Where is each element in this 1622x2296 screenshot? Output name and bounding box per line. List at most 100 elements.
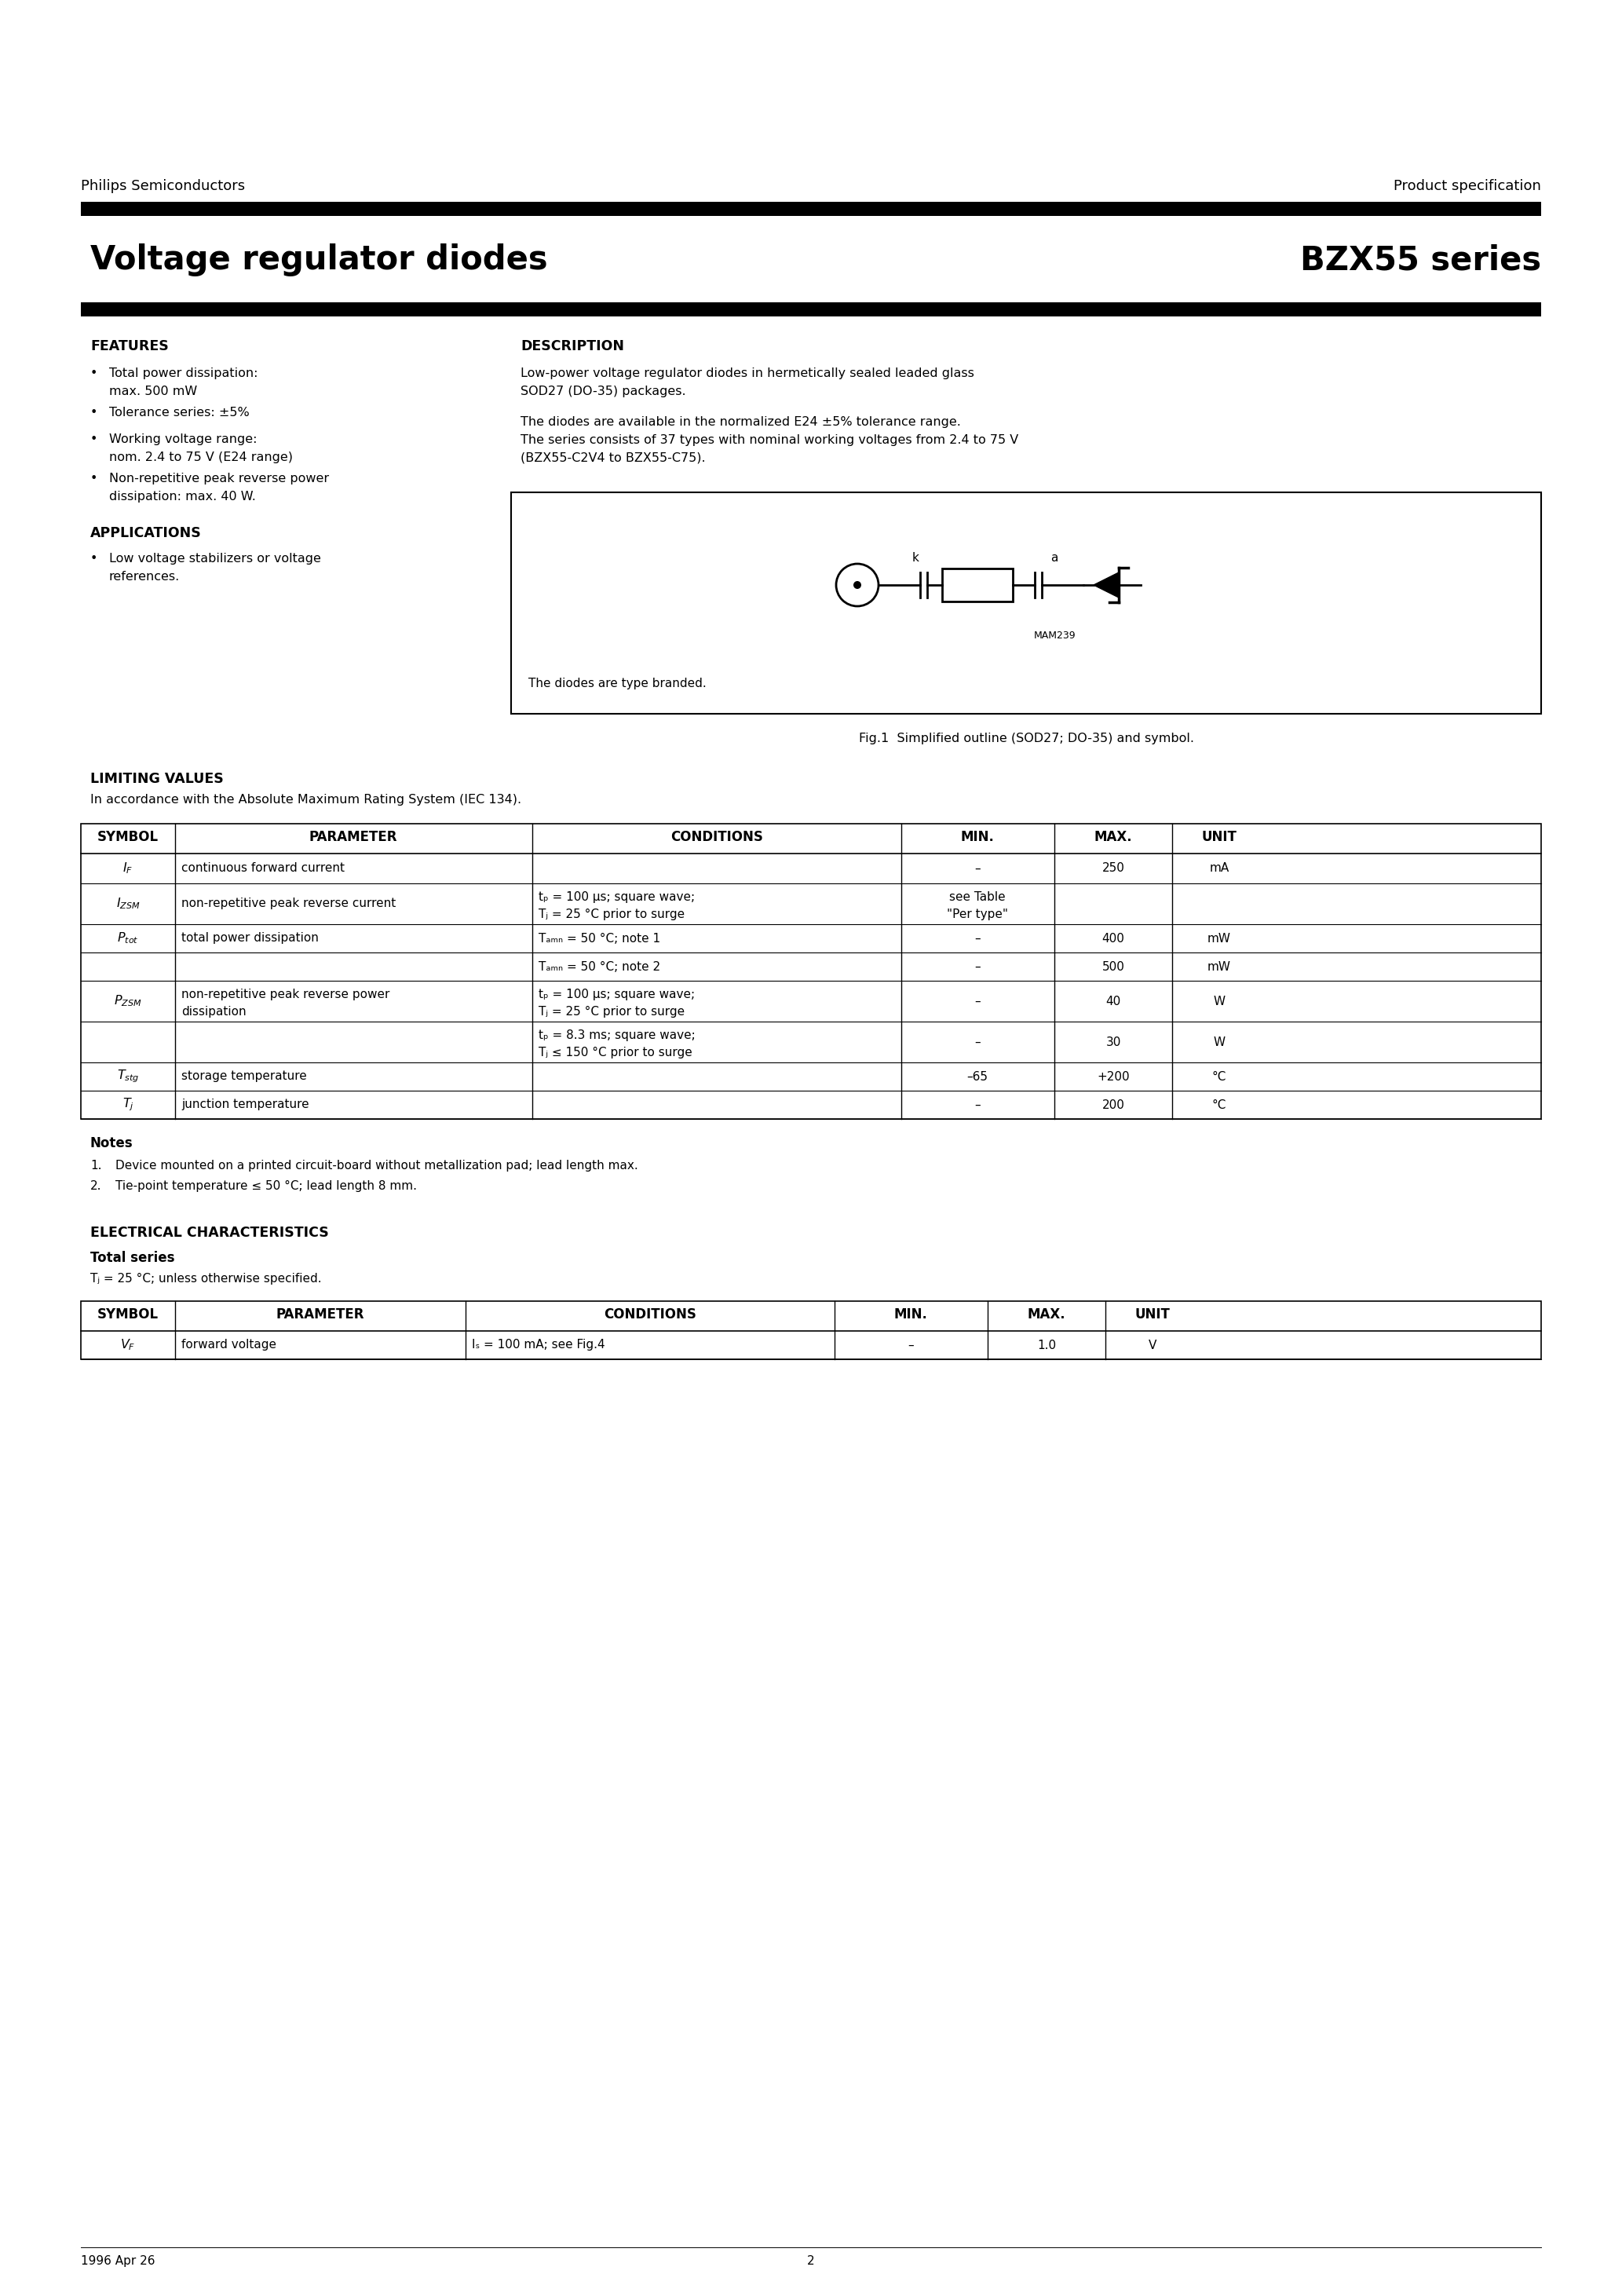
- Text: °C: °C: [1212, 1100, 1226, 1111]
- Text: total power dissipation: total power dissipation: [182, 932, 318, 944]
- Text: $T_{stg}$: $T_{stg}$: [117, 1068, 139, 1084]
- Text: •: •: [91, 553, 97, 565]
- Text: 2: 2: [808, 2255, 814, 2266]
- Text: Low-power voltage regulator diodes in hermetically sealed leaded glass: Low-power voltage regulator diodes in he…: [521, 367, 975, 379]
- Text: Product specification: Product specification: [1393, 179, 1541, 193]
- Text: •: •: [91, 406, 97, 418]
- Text: In accordance with the Absolute Maximum Rating System (IEC 134).: In accordance with the Absolute Maximum …: [91, 794, 521, 806]
- Text: 30: 30: [1106, 1035, 1121, 1047]
- Text: –: –: [975, 1035, 980, 1047]
- Text: mW: mW: [1207, 960, 1231, 974]
- Text: 1.0: 1.0: [1036, 1339, 1056, 1350]
- Text: a: a: [1051, 551, 1058, 565]
- Text: Iₛ = 100 mA; see Fig.4: Iₛ = 100 mA; see Fig.4: [472, 1339, 605, 1350]
- Text: •: •: [91, 367, 97, 379]
- Text: BZX55 series: BZX55 series: [1299, 243, 1541, 276]
- Text: MAX.: MAX.: [1095, 829, 1132, 845]
- Text: FEATURES: FEATURES: [91, 340, 169, 354]
- Text: Tie-point temperature ≤ 50 °C; lead length 8 mm.: Tie-point temperature ≤ 50 °C; lead leng…: [115, 1180, 417, 1192]
- Text: W: W: [1213, 994, 1225, 1008]
- Text: Tⱼ ≤ 150 °C prior to surge: Tⱼ ≤ 150 °C prior to surge: [539, 1047, 693, 1058]
- Text: tₚ = 100 μs; square wave;: tₚ = 100 μs; square wave;: [539, 891, 694, 902]
- Text: ELECTRICAL CHARACTERISTICS: ELECTRICAL CHARACTERISTICS: [91, 1226, 329, 1240]
- Text: dissipation: dissipation: [182, 1006, 247, 1017]
- Bar: [942, 569, 1012, 602]
- Text: SYMBOL: SYMBOL: [97, 1306, 159, 1322]
- Text: forward voltage: forward voltage: [182, 1339, 276, 1350]
- Text: APPLICATIONS: APPLICATIONS: [91, 526, 201, 540]
- Text: CONDITIONS: CONDITIONS: [603, 1306, 696, 1322]
- Text: non-repetitive peak reverse current: non-repetitive peak reverse current: [182, 898, 396, 909]
- Text: W: W: [1213, 1035, 1225, 1047]
- Text: 500: 500: [1101, 960, 1124, 974]
- Text: tₚ = 8.3 ms; square wave;: tₚ = 8.3 ms; square wave;: [539, 1029, 696, 1040]
- Text: MAX.: MAX.: [1027, 1306, 1066, 1322]
- Text: $P_{tot}$: $P_{tot}$: [117, 930, 139, 946]
- Text: continuous forward current: continuous forward current: [182, 863, 344, 875]
- Circle shape: [853, 581, 861, 588]
- Text: $P_{ZSM}$: $P_{ZSM}$: [114, 994, 143, 1008]
- Text: non-repetitive peak reverse power: non-repetitive peak reverse power: [182, 990, 389, 1001]
- Text: k: k: [912, 551, 920, 565]
- Text: DESCRIPTION: DESCRIPTION: [521, 340, 624, 354]
- Text: •: •: [91, 473, 97, 484]
- Text: storage temperature: storage temperature: [182, 1070, 307, 1081]
- Text: PARAMETER: PARAMETER: [310, 829, 397, 845]
- Text: Tⱼ = 25 °C; unless otherwise specified.: Tⱼ = 25 °C; unless otherwise specified.: [91, 1272, 321, 1286]
- Text: Philips Semiconductors: Philips Semiconductors: [81, 179, 245, 193]
- Text: PARAMETER: PARAMETER: [276, 1306, 365, 1322]
- Text: V: V: [1148, 1339, 1156, 1350]
- Text: 400: 400: [1101, 932, 1124, 944]
- Text: +200: +200: [1096, 1070, 1129, 1081]
- Text: SYMBOL: SYMBOL: [97, 829, 159, 845]
- Text: Tolerance series: ±5%: Tolerance series: ±5%: [109, 406, 250, 418]
- Text: mA: mA: [1210, 863, 1229, 875]
- Text: Fig.1  Simplified outline (SOD27; DO-35) and symbol.: Fig.1 Simplified outline (SOD27; DO-35) …: [858, 732, 1194, 744]
- Text: LIMITING VALUES: LIMITING VALUES: [91, 771, 224, 785]
- Text: tₚ = 100 μs; square wave;: tₚ = 100 μs; square wave;: [539, 990, 694, 1001]
- Text: Total series: Total series: [91, 1251, 175, 1265]
- Text: The diodes are type branded.: The diodes are type branded.: [529, 677, 707, 689]
- Text: (BZX55-C2V4 to BZX55-C75).: (BZX55-C2V4 to BZX55-C75).: [521, 452, 706, 464]
- Text: Tₐₘₙ = 50 °C; note 1: Tₐₘₙ = 50 °C; note 1: [539, 932, 660, 944]
- Bar: [81, 303, 1541, 317]
- Bar: [81, 824, 1541, 1118]
- Text: UNIT: UNIT: [1135, 1306, 1169, 1322]
- Text: nom. 2.4 to 75 V (E24 range): nom. 2.4 to 75 V (E24 range): [109, 452, 294, 464]
- Polygon shape: [1093, 572, 1119, 597]
- Text: "Per type": "Per type": [947, 909, 1007, 921]
- Text: –: –: [908, 1339, 913, 1350]
- Text: Notes: Notes: [91, 1137, 133, 1150]
- Text: Voltage regulator diodes: Voltage regulator diodes: [91, 243, 548, 276]
- Text: –65: –65: [967, 1070, 988, 1081]
- Text: •: •: [91, 434, 97, 445]
- Text: $T_j$: $T_j$: [122, 1097, 133, 1114]
- Text: –: –: [975, 960, 980, 974]
- Text: °C: °C: [1212, 1070, 1226, 1081]
- Text: The series consists of 37 types with nominal working voltages from 2.4 to 75 V: The series consists of 37 types with nom…: [521, 434, 1019, 445]
- Text: max. 500 mW: max. 500 mW: [109, 386, 198, 397]
- Text: $I_F$: $I_F$: [123, 861, 133, 875]
- Text: 40: 40: [1106, 994, 1121, 1008]
- Text: 2.: 2.: [91, 1180, 102, 1192]
- Text: Working voltage range:: Working voltage range:: [109, 434, 258, 445]
- Text: –: –: [975, 863, 980, 875]
- Text: $V_F$: $V_F$: [120, 1339, 136, 1352]
- Text: SOD27 (DO-35) packages.: SOD27 (DO-35) packages.: [521, 386, 686, 397]
- Text: references.: references.: [109, 572, 180, 583]
- Bar: [81, 202, 1541, 216]
- Text: Tₐₘₙ = 50 °C; note 2: Tₐₘₙ = 50 °C; note 2: [539, 960, 660, 974]
- Text: MIN.: MIN.: [960, 829, 994, 845]
- Text: Low voltage stabilizers or voltage: Low voltage stabilizers or voltage: [109, 553, 321, 565]
- Text: UNIT: UNIT: [1202, 829, 1238, 845]
- Text: 200: 200: [1101, 1100, 1124, 1111]
- Bar: [511, 491, 1541, 714]
- Text: 250: 250: [1101, 863, 1124, 875]
- Text: MAM239: MAM239: [1033, 631, 1075, 641]
- Text: Total power dissipation:: Total power dissipation:: [109, 367, 258, 379]
- Text: Tⱼ = 25 °C prior to surge: Tⱼ = 25 °C prior to surge: [539, 909, 684, 921]
- Text: Non-repetitive peak reverse power: Non-repetitive peak reverse power: [109, 473, 329, 484]
- Text: –: –: [975, 1100, 980, 1111]
- Text: MIN.: MIN.: [894, 1306, 928, 1322]
- Text: Device mounted on a printed circuit-board without metallization pad; lead length: Device mounted on a printed circuit-boar…: [115, 1159, 637, 1171]
